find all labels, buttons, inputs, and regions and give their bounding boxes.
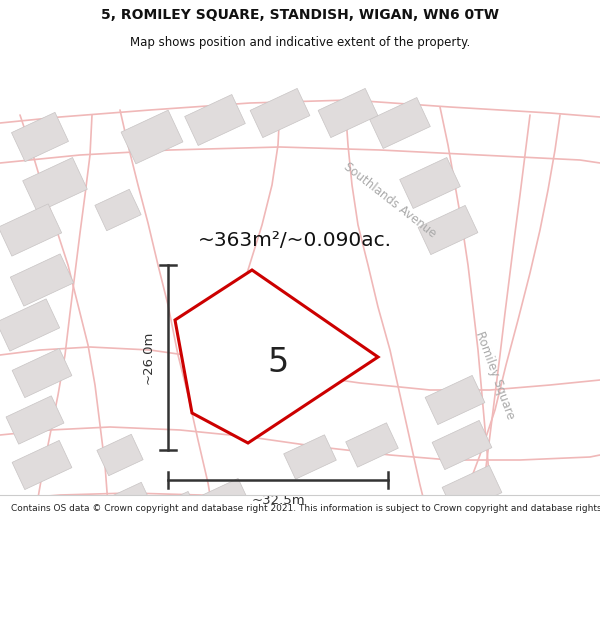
Polygon shape xyxy=(425,376,485,424)
Text: 5: 5 xyxy=(268,346,289,379)
Polygon shape xyxy=(185,94,245,146)
Polygon shape xyxy=(10,254,74,306)
Polygon shape xyxy=(150,491,200,534)
Polygon shape xyxy=(200,478,250,522)
Polygon shape xyxy=(370,98,430,149)
Polygon shape xyxy=(418,206,478,254)
Polygon shape xyxy=(318,88,378,138)
Polygon shape xyxy=(95,189,141,231)
Polygon shape xyxy=(432,421,492,469)
Polygon shape xyxy=(23,158,88,212)
Polygon shape xyxy=(6,396,64,444)
Text: Southlands Avenue: Southlands Avenue xyxy=(341,160,439,240)
Polygon shape xyxy=(11,112,68,162)
Polygon shape xyxy=(0,299,59,351)
Text: 5, ROMILEY SQUARE, STANDISH, WIGAN, WN6 0TW: 5, ROMILEY SQUARE, STANDISH, WIGAN, WN6 … xyxy=(101,8,499,22)
Polygon shape xyxy=(250,88,310,138)
Text: ~363m²/~0.090ac.: ~363m²/~0.090ac. xyxy=(198,231,392,249)
Text: Romiley Square: Romiley Square xyxy=(473,329,517,421)
Polygon shape xyxy=(121,110,183,164)
Text: ~32.5m: ~32.5m xyxy=(251,494,305,506)
Polygon shape xyxy=(107,482,153,524)
Polygon shape xyxy=(12,348,72,398)
Text: Contains OS data © Crown copyright and database right 2021. This information is : Contains OS data © Crown copyright and d… xyxy=(11,504,600,513)
Polygon shape xyxy=(346,422,398,468)
Polygon shape xyxy=(284,435,337,479)
Text: Map shows position and indicative extent of the property.: Map shows position and indicative extent… xyxy=(130,36,470,49)
Polygon shape xyxy=(175,270,378,443)
Polygon shape xyxy=(97,434,143,476)
Polygon shape xyxy=(12,441,72,489)
Polygon shape xyxy=(400,158,460,209)
Polygon shape xyxy=(0,204,62,256)
Polygon shape xyxy=(442,466,502,514)
Text: ~26.0m: ~26.0m xyxy=(142,330,155,384)
